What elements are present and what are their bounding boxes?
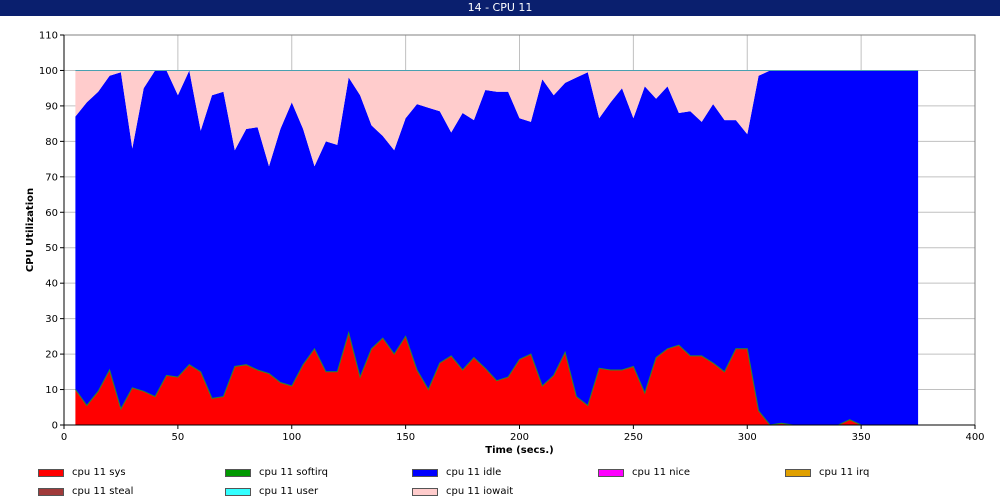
- y-tick-label: 80: [45, 137, 58, 148]
- legend-swatch: [38, 488, 64, 496]
- y-tick-label: 50: [45, 243, 58, 254]
- y-tick-label: 70: [45, 172, 58, 183]
- legend-label: cpu 11 sys: [72, 467, 126, 478]
- legend-label: cpu 11 steal: [72, 486, 134, 497]
- y-tick-label: 0: [52, 421, 58, 432]
- legend-label: cpu 11 user: [259, 486, 319, 497]
- legend-swatch: [225, 488, 251, 496]
- x-tick-label: 200: [510, 432, 529, 443]
- x-tick-label: 350: [852, 432, 871, 443]
- x-tick-label: 300: [738, 432, 757, 443]
- legend-swatch: [412, 488, 438, 496]
- x-axis-label: Time (secs.): [485, 445, 554, 456]
- area-series-7: [75, 70, 919, 167]
- legend-label: cpu 11 nice: [632, 467, 691, 478]
- legend-label: cpu 11 softirq: [259, 467, 328, 478]
- legend-label: cpu 11 idle: [446, 467, 502, 478]
- y-tick-label: 60: [45, 208, 58, 219]
- y-axis-label: CPU Utilization: [25, 188, 36, 272]
- y-tick-label: 10: [45, 385, 58, 396]
- x-tick-label: 0: [61, 432, 67, 443]
- legend-swatch: [412, 469, 438, 477]
- legend-swatch: [38, 469, 64, 477]
- y-tick-label: 30: [45, 314, 58, 325]
- legend-swatch: [598, 469, 624, 477]
- legend-swatch: [225, 469, 251, 477]
- legend-swatch: [785, 469, 811, 477]
- chart: 0 10 20 30 40 50 60 70 80 90 100 110 0 50 100 150 200 250…: [25, 31, 985, 457]
- x-tick-label: 250: [624, 432, 643, 443]
- y-tick-label: 20: [45, 350, 58, 361]
- legend-label: cpu 11 irq: [819, 467, 870, 478]
- legend-label: cpu 11 iowait: [446, 486, 514, 497]
- area-series-2: [75, 70, 919, 425]
- x-tick-label: 400: [965, 432, 984, 443]
- x-tick-label: 150: [396, 432, 415, 443]
- x-tick-label: 50: [172, 432, 185, 443]
- y-tick-label: 90: [45, 101, 58, 112]
- y-tick-label: 100: [39, 66, 58, 77]
- y-tick-label: 40: [45, 279, 58, 290]
- x-tick-label: 100: [282, 432, 301, 443]
- y-tick-label: 110: [39, 31, 58, 42]
- window-title: 14 - CPU 11: [0, 0, 1000, 16]
- area-series-0: [75, 332, 919, 425]
- series-boundary-line-0: [74, 330, 919, 426]
